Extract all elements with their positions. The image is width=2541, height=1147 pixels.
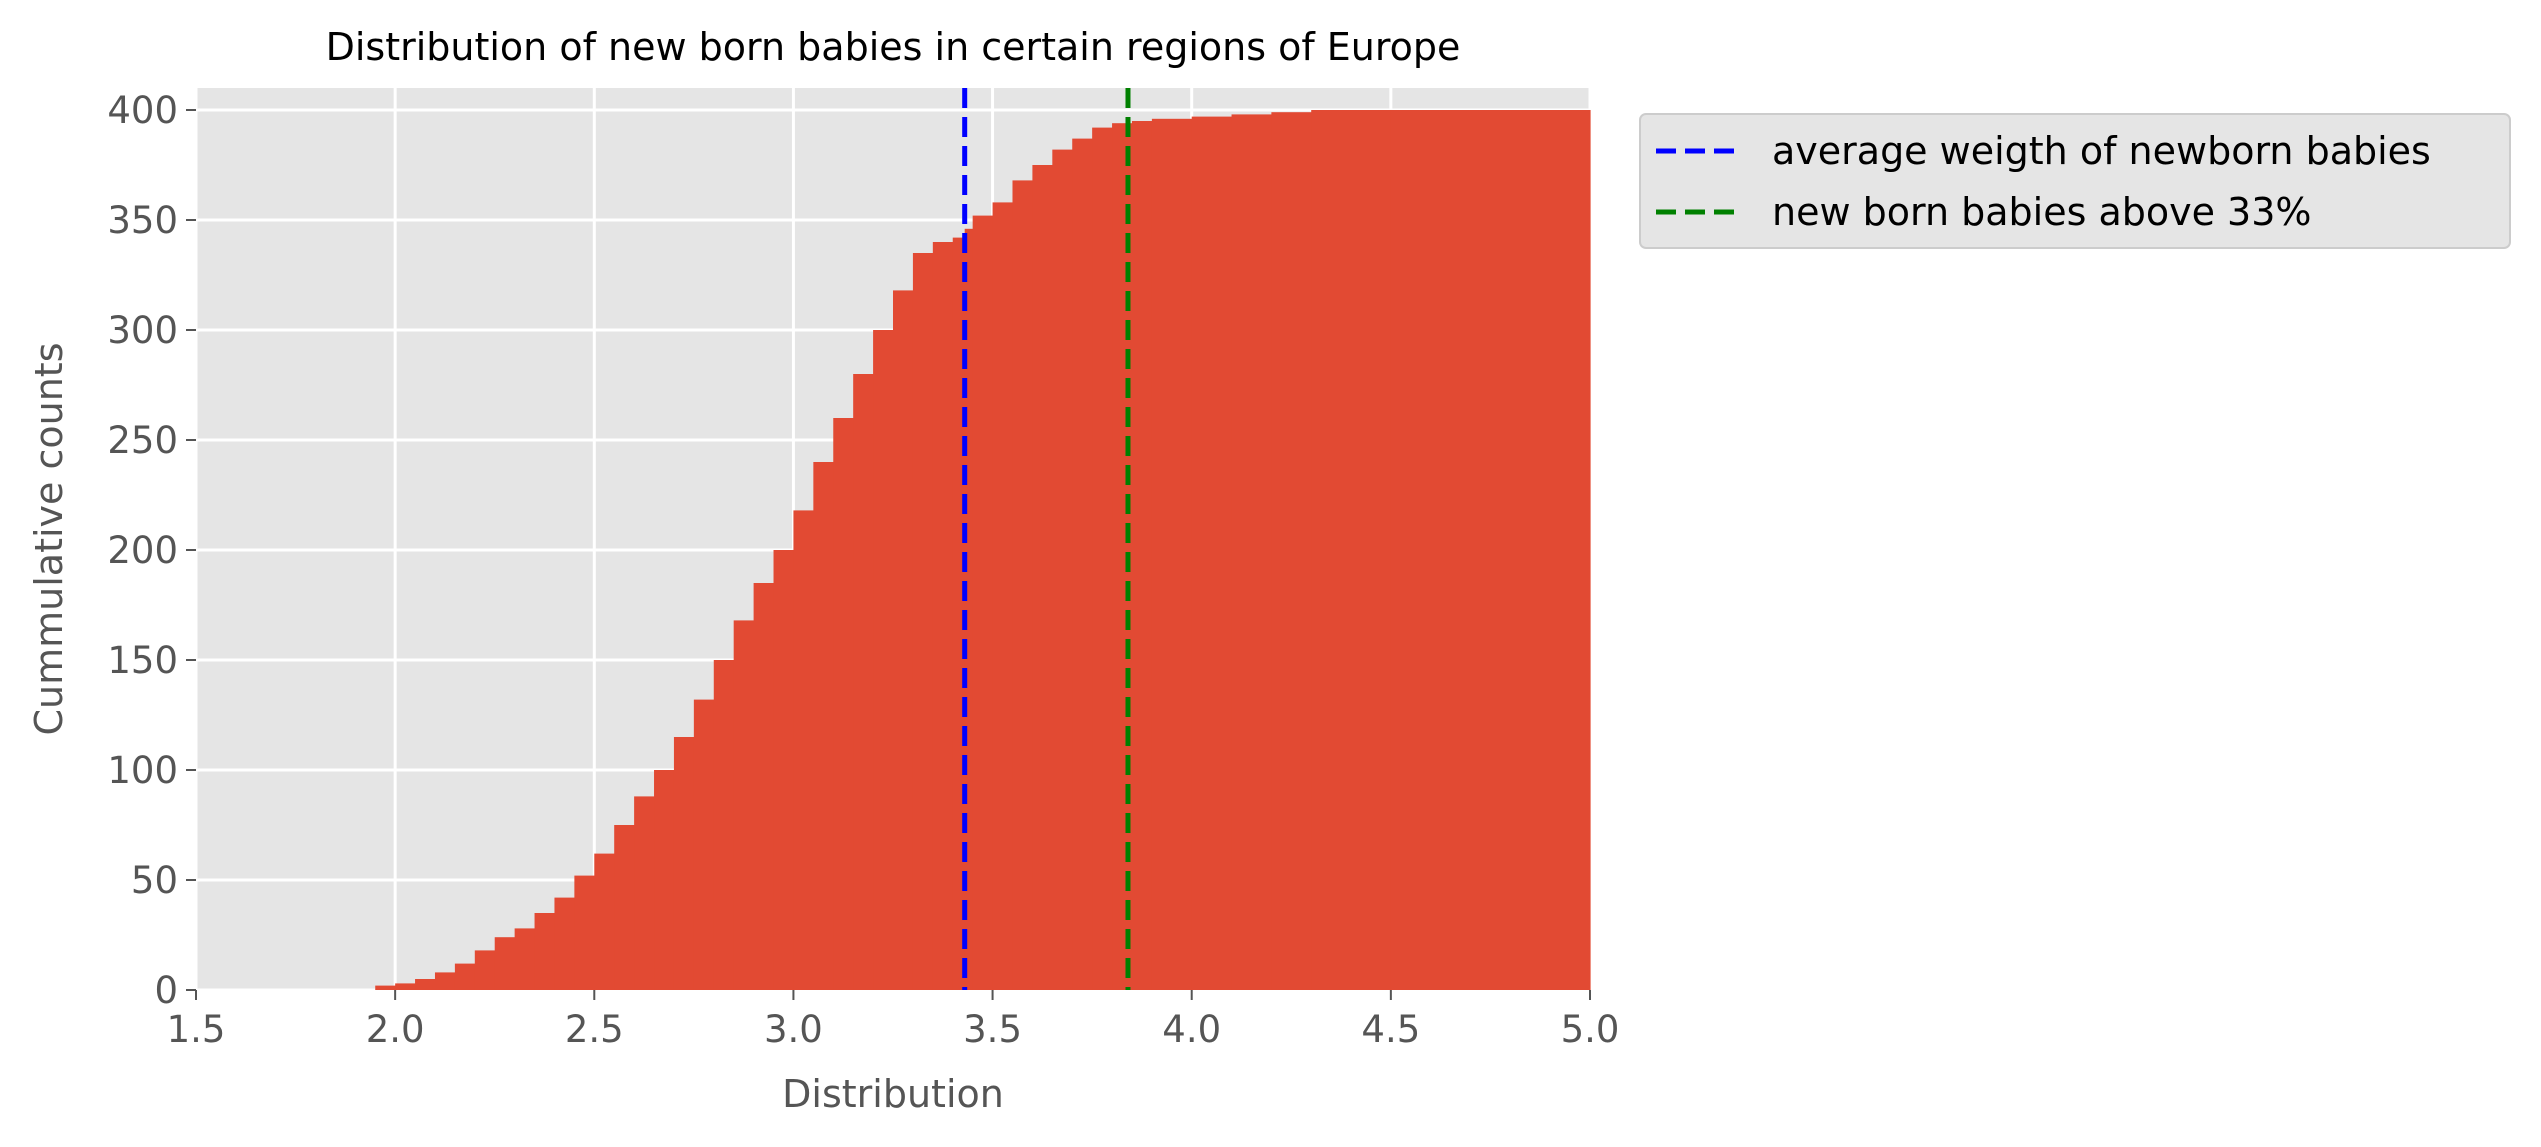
y-tick-label: 200 [107,529,178,572]
x-tick-label: 2.0 [366,1008,425,1051]
legend-box [1639,113,2511,249]
histogram-bar [1311,110,1392,990]
histogram-bar [753,583,775,990]
histogram-bar [534,913,556,990]
histogram-bar [375,985,396,990]
histogram-bar [554,897,575,990]
histogram-bar [1271,112,1312,990]
legend-entry-label: average weigth of newborn babies [1772,129,2431,173]
y-tick-label: 400 [107,89,178,132]
histogram-bar [853,374,874,990]
y-axis-label: Cummulative counts [27,343,71,736]
histogram-bar [932,242,954,990]
histogram-bar [1131,121,1153,990]
histogram-bar [693,699,715,990]
histogram-bar [654,770,675,990]
histogram-bar [634,796,655,990]
histogram-bar [1032,165,1053,990]
legend-entry-label: new born babies above 33% [1772,190,2312,234]
histogram-bar [733,620,755,990]
histogram-bar [912,253,934,990]
x-tick-label: 1.5 [167,1008,226,1051]
histogram-bar [813,462,834,990]
histogram-bar [773,550,795,990]
y-tick-label: 0 [154,969,178,1012]
histogram-bar [1052,149,1073,991]
histogram-bar [594,853,615,990]
histogram-bar [434,972,456,990]
histogram-bar [395,983,416,990]
legend: average weigth of newborn babies new born… [1639,113,2511,249]
histogram-bar [1390,110,1591,990]
y-tick-label: 150 [107,639,178,682]
histogram-bar [494,937,516,990]
histogram-bar [992,202,1014,990]
histogram-bar [1092,127,1113,991]
histogram-bar [614,825,635,990]
histogram-bar [673,737,695,990]
histogram-bar [964,228,974,991]
histogram-bar [514,928,536,990]
histogram-bar [1231,114,1272,990]
histogram-bar [1151,118,1193,991]
y-tick-label: 50 [131,859,178,902]
x-tick-label: 3.0 [764,1008,823,1051]
y-tick-label: 100 [107,749,178,792]
y-tick-label: 300 [107,309,178,352]
x-tick-label: 5.0 [1561,1008,1620,1051]
histogram-bar [873,330,894,990]
histogram-bar [1072,138,1093,991]
x-tick-label: 2.5 [565,1008,624,1051]
chart-title: Distribution of new born babies in certa… [326,25,1461,69]
x-tick-label: 3.5 [963,1008,1022,1051]
histogram-bar [713,660,735,990]
histogram-bar [952,237,966,991]
histogram-bars [375,110,1591,991]
x-tick-label: 4.5 [1361,1008,1420,1051]
histogram-bar [1012,180,1033,990]
vertical-lines [962,88,1131,990]
y-tick-label: 350 [107,199,178,242]
histogram-bar [454,963,476,990]
x-tick-label: 4.0 [1162,1008,1221,1051]
y-tick-label: 250 [107,419,178,462]
ticks: 1.5 2.0 2.5 3.0 3.5 4.0 4.5 5.0 0 50 100 150 200 250 3… [107,89,1619,1051]
histogram-bar [793,510,814,990]
histogram-bar [833,418,854,990]
x-axis-label: Distribution [782,1072,1004,1116]
histogram-bar [574,875,595,990]
histogram-bar [1191,116,1233,991]
histogram-bar [893,290,914,990]
histogram-bar [474,950,496,990]
histogram-bar [415,979,436,990]
histogram-bar [972,215,994,991]
